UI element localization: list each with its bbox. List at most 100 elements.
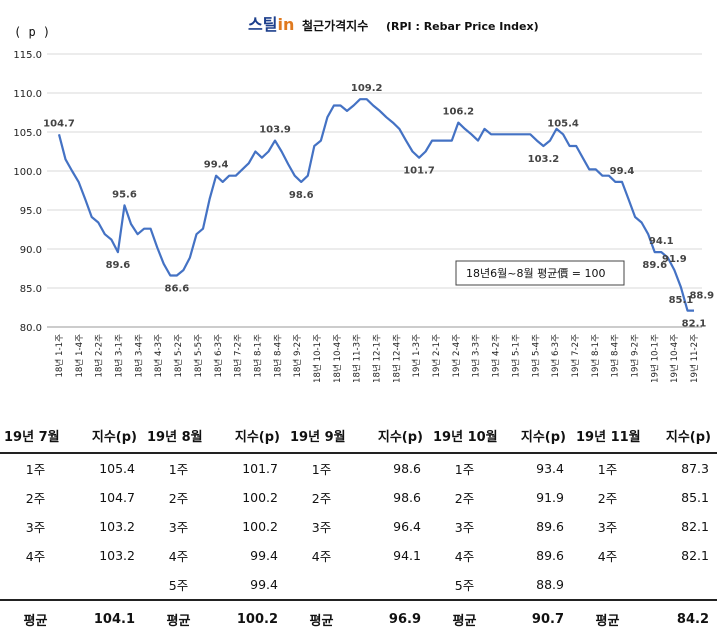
table-row: 5주 99.4 5주 88.9 (0, 570, 717, 600)
chart-svg: 스틸in 철근가격지수 (RPI : Rebar Price Index) ( … (13, 15, 714, 383)
title-brand-logo: 스틸in (248, 15, 294, 34)
data-label: 85.1 (669, 295, 694, 306)
data-label: 101.7 (403, 166, 435, 177)
data-label: 99.4 (610, 166, 635, 177)
index-value-cell: 105.4 (99, 461, 135, 476)
data-label: 106.2 (443, 107, 475, 118)
data-label: 98.6 (289, 190, 314, 201)
week-cell: 1주 (454, 462, 475, 477)
index-value-cell: 94.1 (393, 548, 421, 563)
index-value-cell: 99.4 (250, 577, 278, 592)
x-tick-label: 18년 7-2주 (233, 334, 244, 378)
index-value-cell: 82.1 (681, 548, 709, 563)
y-tick-label: 110.0 (13, 89, 42, 100)
x-tick-label: 19년 1-3주 (411, 334, 422, 378)
week-cell: 3주 (25, 520, 46, 535)
week-cell: 3주 (168, 520, 189, 535)
data-label: 104.7 (43, 118, 75, 129)
index-value-cell: 85.1 (681, 490, 709, 505)
week-cell: 1주 (311, 462, 332, 477)
week-cell (572, 570, 643, 600)
month-header: 19년 10월 (429, 418, 500, 454)
y-axis-unit: ( p ) (14, 25, 50, 39)
average-note-text: 18년6월~8월 평균價 = 100 (466, 266, 606, 280)
month-header: 19년 11월 (572, 418, 643, 454)
x-tick-label: 18년 12-4주 (391, 334, 402, 383)
x-tick-label: 18년 5-2주 (173, 334, 184, 378)
data-label: 103.9 (259, 125, 291, 136)
y-tick-label: 95.0 (20, 206, 42, 217)
week-cell: 2주 (168, 491, 189, 506)
y-tick-label: 90.0 (20, 245, 42, 256)
average-value-cell: 100.2 (214, 599, 286, 637)
week-cell: 2주 (311, 491, 332, 506)
week-cell: 4주 (25, 549, 46, 564)
x-tick-label: 18년 12-1주 (372, 334, 383, 383)
grid-lines (47, 53, 702, 328)
series-layer (57, 98, 694, 312)
average-value-cell: 104.1 (71, 599, 143, 637)
week-cell: 3주 (454, 520, 475, 535)
data-label: 89.6 (642, 260, 667, 271)
x-tick-label: 19년 4-2주 (491, 334, 502, 378)
week-cell: 3주 (311, 520, 332, 535)
x-tick-label: 18년 8-1주 (252, 334, 263, 378)
table-row: 3주 103.2 3주 100.2 3주 96.4 3주 89.6 3주 82.1 (0, 512, 717, 541)
title-brand-suffix: in (277, 15, 294, 34)
data-label: 95.6 (112, 189, 137, 200)
week-cell: 1주 (168, 462, 189, 477)
average-label-cell: 평균 (572, 599, 643, 637)
x-tick-label: 18년 3-4주 (133, 334, 144, 378)
index-column-header: 지수(p) (357, 418, 429, 454)
x-tick-label: 19년 3-3주 (471, 334, 482, 378)
data-label: 105.4 (547, 118, 579, 129)
index-value-cell: 96.4 (393, 519, 421, 534)
index-column-header: 지수(p) (214, 418, 286, 454)
week-cell: 4주 (168, 549, 189, 564)
average-label-cell: 평균 (0, 599, 71, 637)
x-tick-label: 18년 11-3주 (352, 334, 363, 383)
index-column-header: 지수(p) (500, 418, 572, 454)
week-cell: 2주 (25, 491, 46, 506)
data-labels: 104.7 95.6 89.6 86.6 99.4 103.9 98.6 109.2 101.7… (43, 83, 714, 329)
data-label: 88.9 (689, 291, 714, 302)
monthly-index-table: 19년 7월 지수(p) 19년 8월 지수(p) 19년 9월 지수(p) 19년 10월… (0, 418, 717, 637)
x-tick-label: 19년 2-1주 (431, 334, 442, 378)
week-cell: 2주 (454, 491, 475, 506)
table-row: 2주 104.7 2주 100.2 2주 98.6 2주 91.9 2주 85.1 (0, 483, 717, 512)
x-tick-label: 18년 10-1주 (312, 334, 323, 383)
y-tick-labels: 115.0 110.0 105.0 100.0 95.0 90.0 85.0 80.0 (13, 50, 42, 334)
title-brand-text: 스틸 (248, 15, 277, 34)
x-tick-label: 18년 1-4주 (74, 334, 85, 378)
x-tick-label: 18년 5-5주 (193, 334, 204, 378)
x-tick-labels: 18년 1-1주 18년 1-4주 18년 2-2주 18년 3-1주 18년 3-4주… (54, 334, 700, 383)
week-cell: 1주 (25, 462, 46, 477)
week-cell (0, 570, 71, 600)
series-line-rpi (57, 98, 694, 312)
index-value-cell: 89.6 (536, 548, 564, 563)
data-label: 94.1 (649, 236, 674, 247)
average-value-cell: 96.9 (357, 599, 429, 637)
y-tick-label: 100.0 (13, 167, 42, 178)
month-header: 19년 8월 (143, 418, 214, 454)
x-tick-label: 19년 10-4주 (669, 334, 680, 383)
average-value-cell: 90.7 (500, 599, 572, 637)
index-value-cell (357, 570, 429, 600)
x-tick-label: 18년 2-2주 (94, 334, 105, 378)
x-tick-label: 19년 7-2주 (570, 334, 581, 378)
index-value-cell: 103.2 (99, 548, 135, 563)
index-value-cell: 93.4 (536, 461, 564, 476)
x-tick-label: 19년 11-2주 (689, 334, 700, 383)
x-tick-label: 18년 10-4주 (332, 334, 343, 383)
index-value-cell: 91.9 (536, 490, 564, 505)
index-value-cell: 98.6 (393, 461, 421, 476)
index-value-cell (643, 570, 717, 600)
index-value-cell: 87.3 (681, 461, 709, 476)
x-tick-label: 18년 8-4주 (272, 334, 283, 378)
x-tick-label: 18년 1-1주 (54, 334, 65, 378)
x-tick-label: 19년 5-1주 (510, 334, 521, 378)
data-label: 103.2 (528, 154, 560, 165)
y-tick-label: 105.0 (13, 128, 42, 139)
average-note: 18년6월~8월 평균價 = 100 (455, 260, 625, 286)
x-tick-label: 18년 4-3주 (153, 334, 164, 378)
